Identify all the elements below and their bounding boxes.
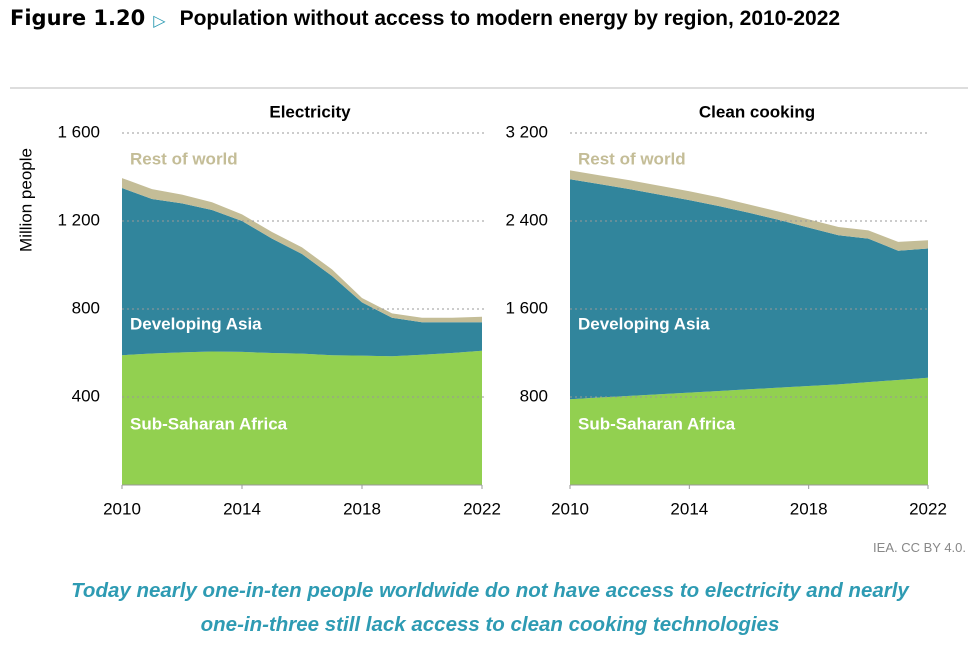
area <box>122 178 482 323</box>
x-tick-label: 2018 <box>343 499 381 518</box>
y-tick-label: 1 600 <box>505 298 548 317</box>
y-tick-label: 400 <box>72 386 100 405</box>
figure-icon: ▷ <box>153 13 166 30</box>
area-label: Sub-Saharan Africa <box>578 414 736 433</box>
figure-title: Population without access to modern ener… <box>179 7 841 30</box>
y-tick-label: 3 200 <box>505 122 548 141</box>
y-axis-label: Million people <box>16 148 35 252</box>
x-tick-label: 2010 <box>103 499 141 518</box>
area-label: Rest of world <box>130 149 238 168</box>
charts: Electricity Million people Sub-Saharan Afr… <box>16 102 947 518</box>
y-tick-label: 800 <box>520 386 548 405</box>
figure-label: Figure 1.20 <box>10 6 146 30</box>
y-tick-label: 1 200 <box>57 210 100 229</box>
x-tick-label: 2022 <box>463 499 501 518</box>
chart-title: Clean cooking <box>699 102 815 121</box>
header: Figure 1.20 ▷ Population without access … <box>10 6 970 36</box>
chart-title: Electricity <box>269 102 351 121</box>
area <box>122 188 482 357</box>
divider <box>10 87 968 89</box>
y-tick-label: 1 600 <box>57 122 100 141</box>
x-tick-label: 2022 <box>909 499 947 518</box>
area <box>570 179 928 400</box>
x-tick-label: 2010 <box>551 499 589 518</box>
y-tick-label: 2 400 <box>505 210 548 229</box>
area-label: Sub-Saharan Africa <box>130 414 288 433</box>
area-label: Developing Asia <box>578 314 710 333</box>
area <box>570 170 928 251</box>
area <box>570 377 928 485</box>
y-tick-label: 800 <box>72 298 100 317</box>
area <box>122 350 482 485</box>
source: IEA. CC BY 4.0. <box>873 540 966 555</box>
caption: Today nearly one-in-ten people worldwide… <box>71 579 909 636</box>
area-label: Rest of world <box>578 149 686 168</box>
x-tick-label: 2018 <box>790 499 828 518</box>
x-tick-label: 2014 <box>670 499 708 518</box>
x-tick-label: 2014 <box>223 499 261 518</box>
area-label: Developing Asia <box>130 314 262 333</box>
